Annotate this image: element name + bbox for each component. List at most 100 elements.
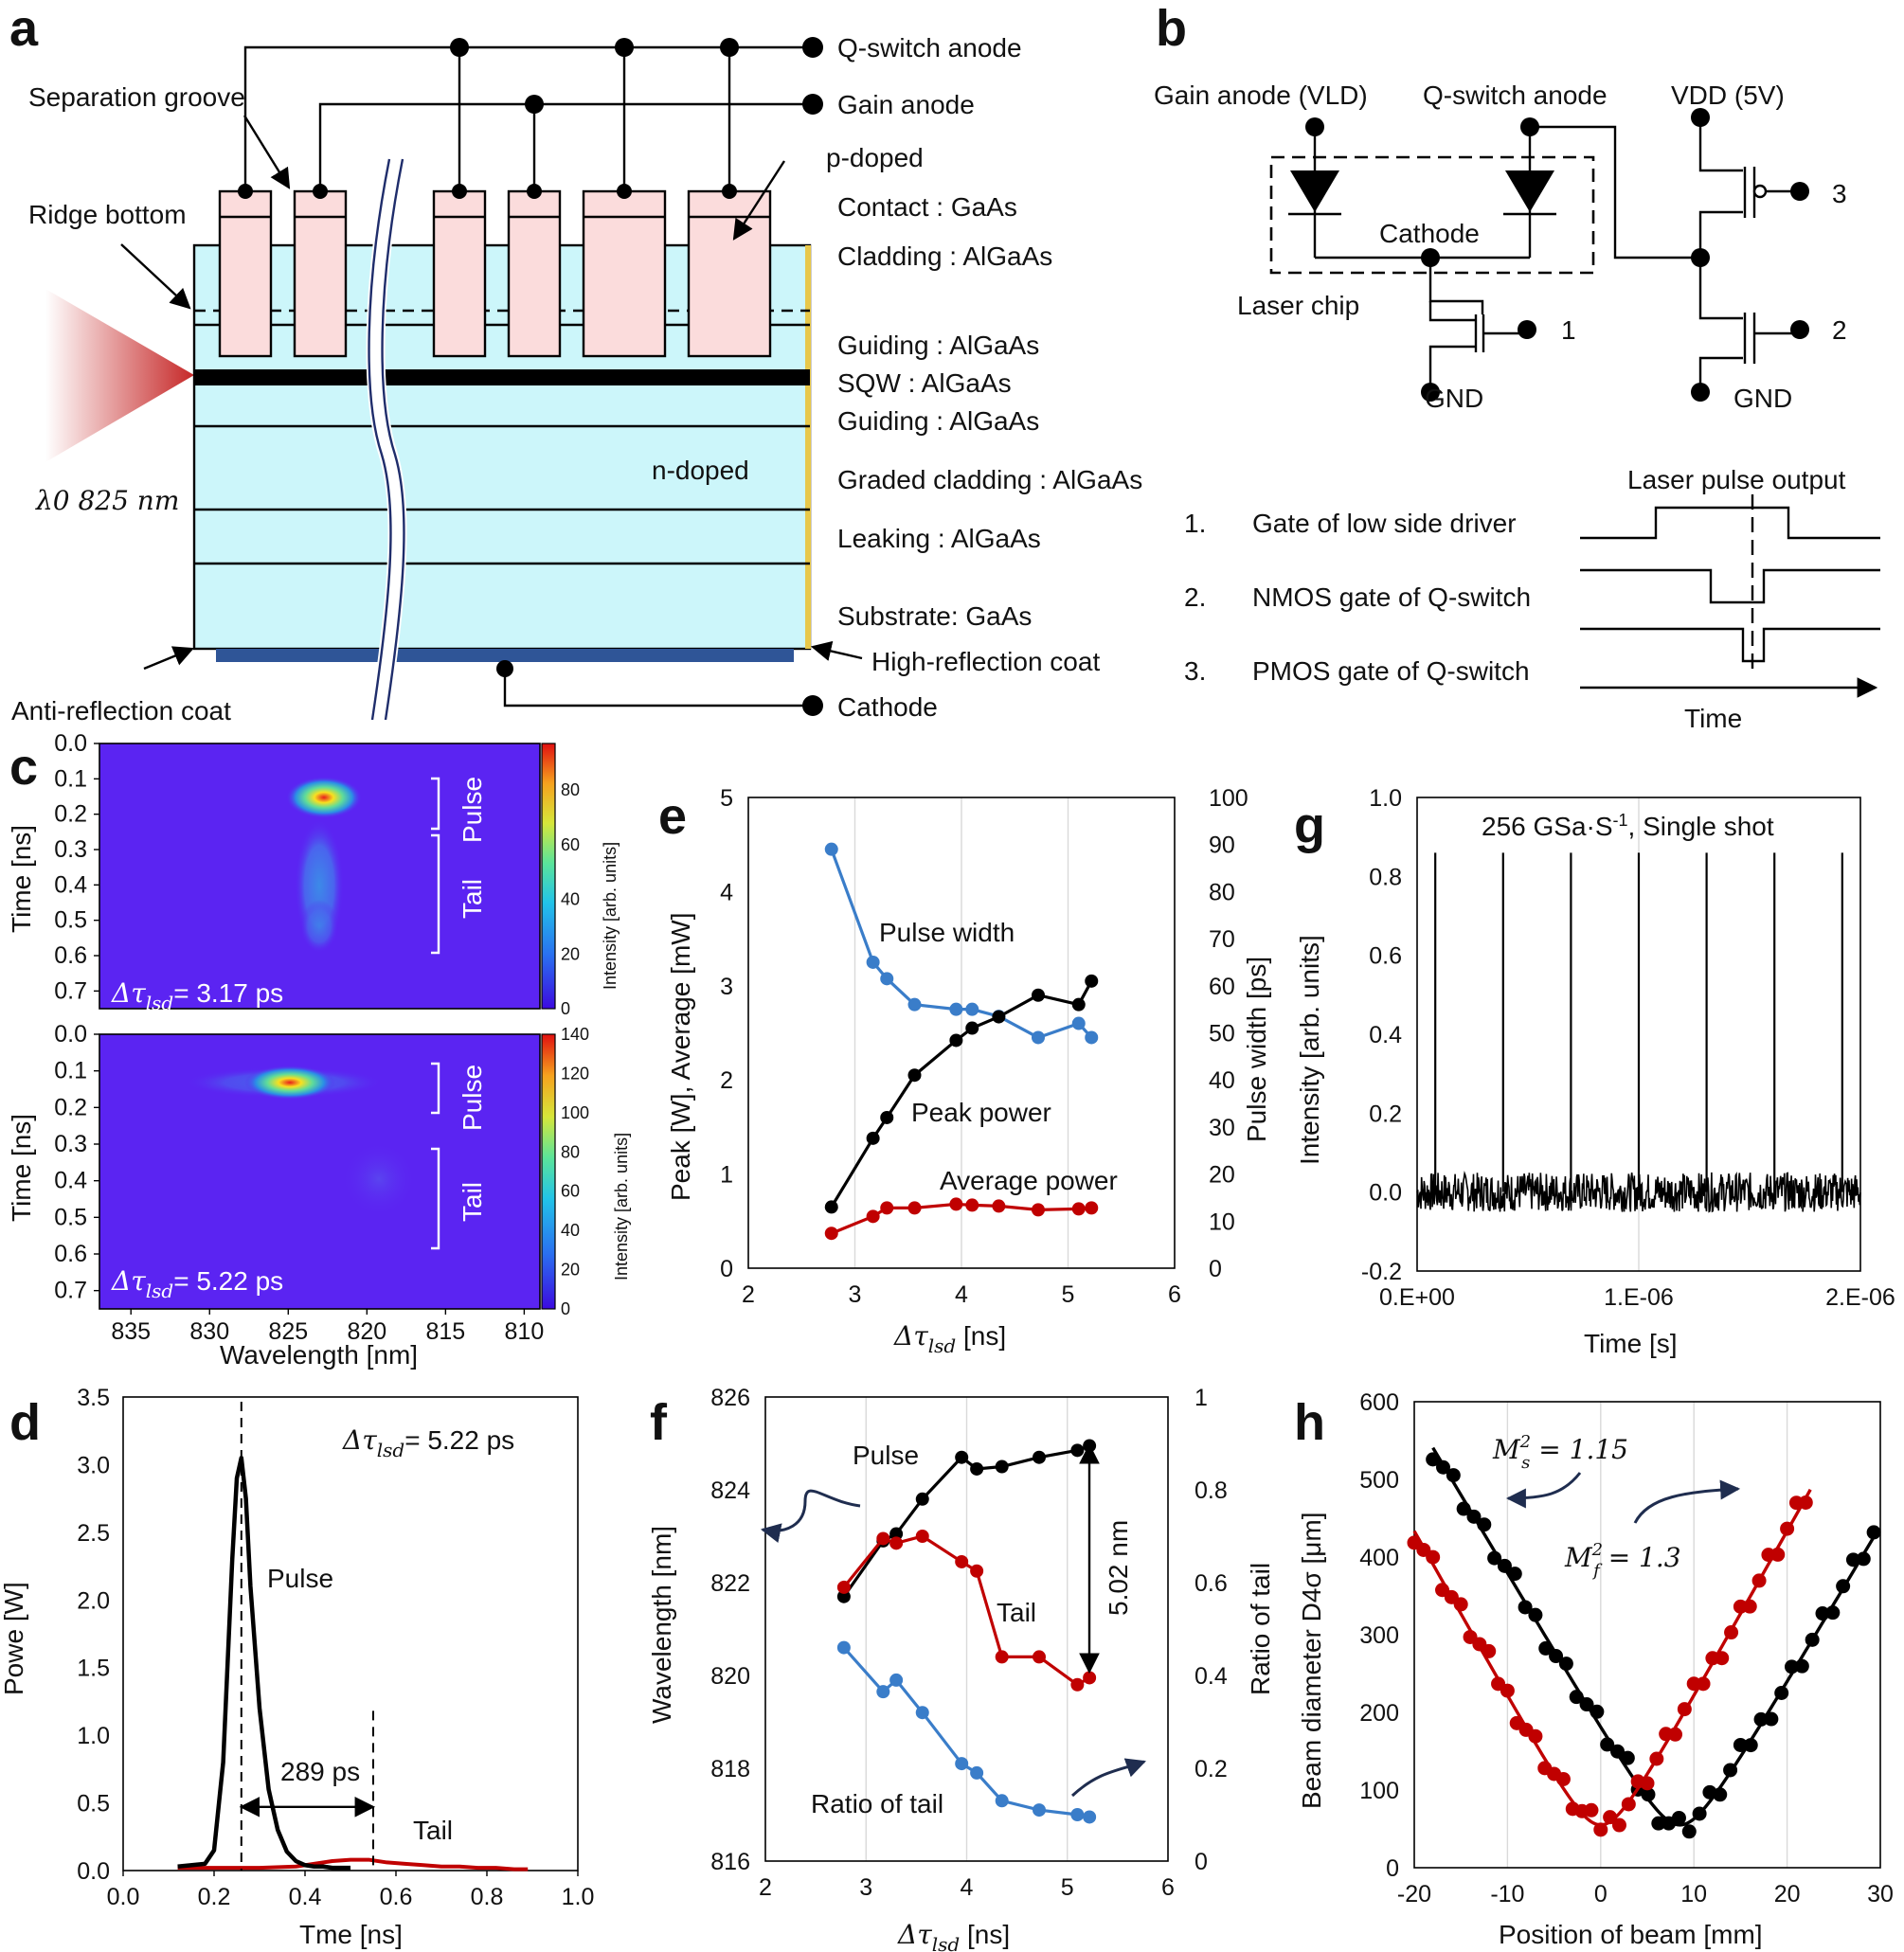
f-series-ratio-of-tail xyxy=(836,1640,1097,1824)
c-colorbar-tick: 80 xyxy=(561,780,580,799)
h-point xyxy=(1426,1452,1441,1467)
g-ytick-label: 0.6 xyxy=(1369,943,1402,970)
h-point xyxy=(1584,1802,1599,1818)
h-ylabel: Beam diameter D4σ [μm] xyxy=(1297,1512,1326,1809)
d-pulse-label: Pulse xyxy=(267,1564,333,1593)
d-xlabel: Tme [ns] xyxy=(299,1920,403,1949)
f-point xyxy=(836,1640,851,1655)
f-line xyxy=(842,1534,1090,1687)
e-pulse-width-label: Pulse width xyxy=(879,918,1015,947)
h-point xyxy=(1518,1600,1533,1615)
e-ytick-right: 30 xyxy=(1209,1115,1235,1141)
c-colorbar-tick: 20 xyxy=(561,944,580,963)
f-point xyxy=(1083,1671,1097,1685)
f-line xyxy=(842,1646,1090,1819)
d-annotation: Δτlsd= 5.22 ps xyxy=(342,1424,514,1461)
h-ytick-label: 500 xyxy=(1359,1467,1399,1494)
panel-g: g -0.2 0.0 0.2 0.4 0.6 0.8 1.0 0.E+00 1.E-06 2.E-… xyxy=(1294,785,1895,1358)
timing-legend: 1. Gate of low side driver 2. NMOS gate … xyxy=(1184,509,1531,686)
d-ticks: 0.0 0.5 1.0 1.5 2.0 2.5 3.0 3.5 0.0 0.2 0.4 0.6 0.8 1… xyxy=(77,1385,594,1910)
h-point xyxy=(1640,1776,1655,1791)
d-interval-label: 289 ps xyxy=(280,1757,360,1786)
h-grid xyxy=(1506,1402,1788,1868)
anti-reflection-label: Anti-reflection coat xyxy=(11,696,231,725)
c-colorbar-tick: 40 xyxy=(561,1221,580,1240)
f-ytick-left: 818 xyxy=(710,1756,750,1782)
f-ytick-left: 816 xyxy=(710,1849,750,1875)
e-ytick-right: 10 xyxy=(1209,1209,1235,1235)
panel-e-letter: e xyxy=(658,788,687,845)
h-point xyxy=(1641,1787,1656,1802)
h-point xyxy=(1770,1547,1786,1562)
h-ytick-label: 0 xyxy=(1386,1855,1399,1882)
e-xtick-label: 5 xyxy=(1062,1281,1075,1308)
c-ytick-label: 0.5 xyxy=(54,1204,87,1230)
c-ytick-label: 0.3 xyxy=(54,836,87,863)
driver-wiring xyxy=(1421,108,1809,402)
h-point xyxy=(1751,1573,1767,1588)
pulse-label-top: Pulse xyxy=(458,777,487,843)
f-point xyxy=(1070,1808,1085,1821)
h-mf-label: M2 f = 1.3 xyxy=(1564,1540,1681,1581)
f-point xyxy=(889,1673,904,1687)
f-ylabel-right: Ratio of tail xyxy=(1246,1563,1275,1695)
c-ytick-label: 0.1 xyxy=(54,765,87,792)
gnd-label-2: GND xyxy=(1733,384,1792,413)
c-colorbar-tick: 0 xyxy=(561,1299,570,1318)
e-point xyxy=(866,1131,880,1145)
h-xtick-label: -10 xyxy=(1490,1881,1524,1907)
panel-a-letter: a xyxy=(9,0,39,57)
h-point xyxy=(1764,1711,1779,1727)
gnd-label: GND xyxy=(1425,384,1483,413)
f-ytick-left: 822 xyxy=(710,1570,750,1597)
h-point xyxy=(1482,1643,1497,1658)
h-point xyxy=(1500,1683,1515,1698)
h-point xyxy=(1649,1751,1664,1766)
e-ylabel-left: Peak [W], Average [mW] xyxy=(666,913,695,1201)
e-ytick-left: 4 xyxy=(720,879,733,905)
e-point xyxy=(1032,1203,1045,1217)
gain-anode-vld-label: Gain anode (VLD) xyxy=(1154,81,1368,110)
f-ytick-left: 820 xyxy=(710,1663,750,1690)
f-pulse-label: Pulse xyxy=(853,1441,919,1470)
h-point xyxy=(1456,1501,1471,1516)
e-point xyxy=(992,1199,1006,1213)
e-point xyxy=(1085,1201,1099,1215)
e-series-average-power xyxy=(824,1197,1099,1241)
f-point xyxy=(889,1527,904,1541)
delta-tau-top: Δτlsd= 3.17 ps xyxy=(111,977,283,1014)
f-point xyxy=(1033,1650,1046,1664)
e-point xyxy=(992,1010,1006,1024)
h-plot-area xyxy=(1413,1401,1881,1869)
f-point xyxy=(1033,1450,1046,1464)
f-ratio-label: Ratio of tail xyxy=(811,1789,943,1818)
g-ytick-label: 0.4 xyxy=(1369,1022,1402,1048)
qswitch-anode-label: Q-switch anode xyxy=(837,33,1022,63)
panel-g-letter: g xyxy=(1294,797,1325,854)
f-ytick-right: 0 xyxy=(1194,1849,1208,1875)
g-ytick-label: 0.2 xyxy=(1369,1101,1402,1127)
g-ytick-label: 0.0 xyxy=(1369,1180,1402,1207)
f-line xyxy=(842,1443,1090,1598)
h-ytick-label: 600 xyxy=(1359,1389,1399,1416)
d-ytick-label: 2.0 xyxy=(77,1587,110,1614)
h-point xyxy=(1620,1750,1635,1765)
f-point xyxy=(836,1580,851,1594)
pulse-label-bottom: Pulse xyxy=(458,1065,487,1131)
e-average-power-label: Average power xyxy=(940,1166,1118,1195)
e-point xyxy=(907,1201,922,1215)
h-point xyxy=(1600,1737,1615,1752)
f-left-axis-arrow xyxy=(760,1489,861,1543)
panel-f: f 2 3 4 5 681681882082282482600.20.40.60.81 … xyxy=(647,1385,1275,1952)
h-point xyxy=(1742,1599,1757,1614)
h-point xyxy=(1453,1597,1468,1612)
e-xtick-label: 6 xyxy=(1168,1281,1181,1308)
h-point xyxy=(1825,1605,1841,1621)
e-xtick-label: 3 xyxy=(849,1281,862,1308)
f-xtick-label: 5 xyxy=(1061,1874,1074,1901)
h-point xyxy=(1603,1810,1618,1825)
laser-chip-box xyxy=(1269,155,1595,275)
h-point xyxy=(1836,1579,1851,1594)
